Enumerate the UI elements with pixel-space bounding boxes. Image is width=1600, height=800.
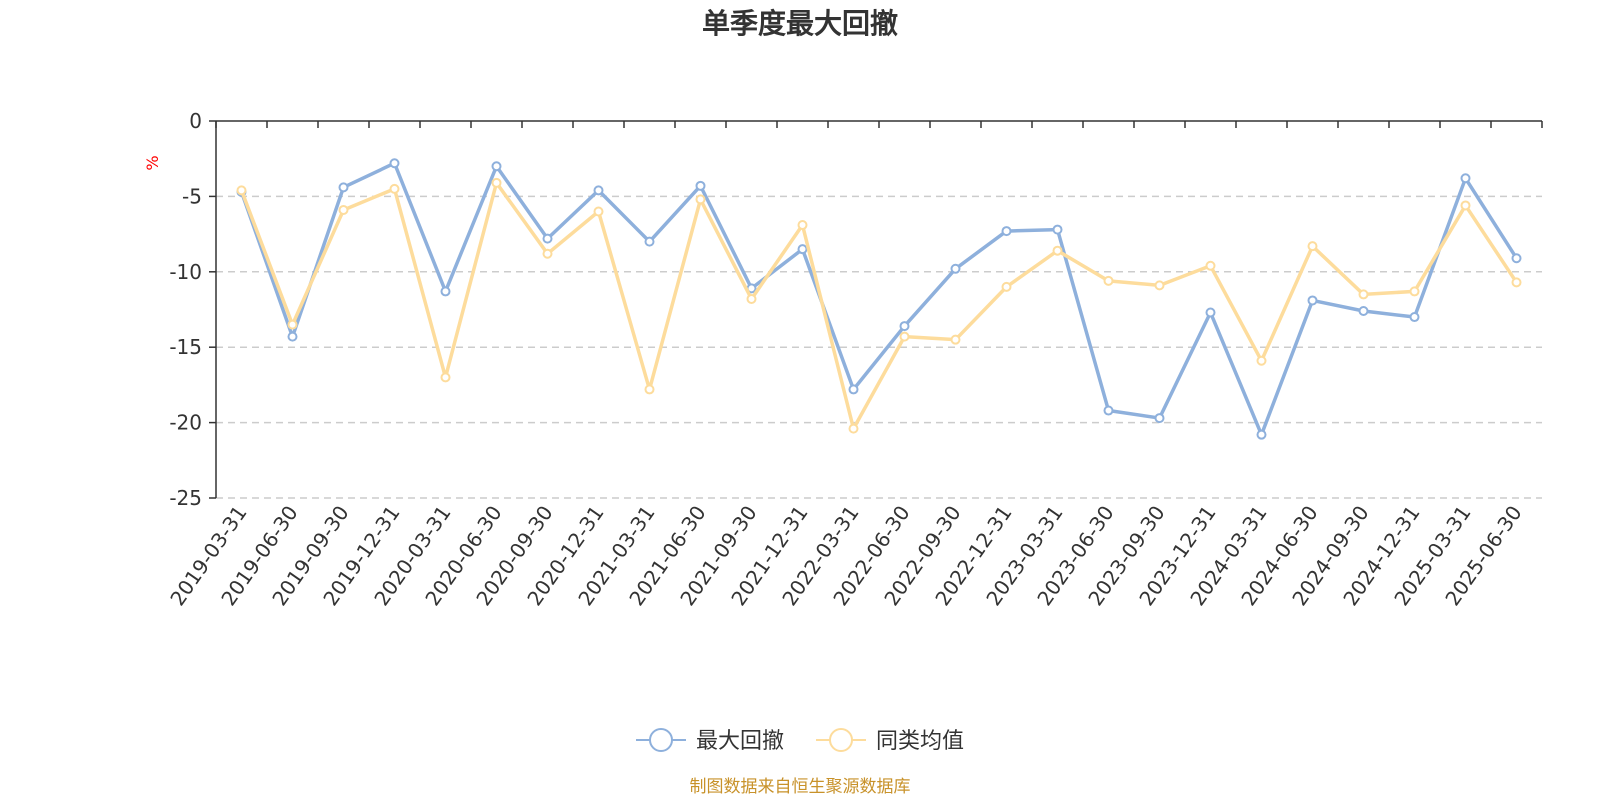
legend-item-2[interactable]: 同类均值	[816, 728, 964, 754]
chart-title: 单季度最大回撤	[702, 7, 898, 40]
series-1	[236, 158, 1522, 440]
data-point	[1103, 405, 1114, 416]
legend-label: 最大回撤	[696, 729, 784, 754]
data-point	[1460, 200, 1471, 211]
y-axis-unit: %	[143, 155, 162, 170]
data-point	[950, 334, 961, 345]
y-tick-label: -10	[169, 260, 202, 284]
data-point	[491, 177, 502, 188]
legend-marker	[649, 728, 673, 752]
data-point	[950, 263, 961, 274]
y-tick-label: -15	[169, 335, 202, 359]
y-tick-label: -20	[169, 411, 202, 435]
series-line	[239, 161, 1518, 437]
data-point	[389, 158, 400, 169]
legend-marker	[829, 728, 853, 752]
data-point	[1052, 224, 1063, 235]
data-point	[236, 185, 247, 196]
data-point	[1409, 286, 1420, 297]
data-point	[1001, 281, 1012, 292]
data-point	[338, 204, 349, 215]
y-tick-label: 0	[189, 109, 202, 133]
grid-lines	[216, 195, 1542, 499]
data-point	[593, 206, 604, 217]
data-point	[1307, 295, 1318, 306]
series-group	[236, 158, 1522, 440]
data-point	[1052, 245, 1063, 256]
data-point	[440, 372, 451, 383]
data-point	[287, 319, 298, 330]
data-point	[440, 286, 451, 297]
y-tick-label: -25	[169, 486, 202, 510]
series-line	[239, 181, 1518, 431]
data-point	[848, 423, 859, 434]
legend-label: 同类均值	[876, 729, 964, 754]
data-point	[1511, 277, 1522, 288]
data-point	[797, 244, 808, 255]
source-note: 制图数据来自恒生聚源数据库	[690, 777, 911, 797]
data-point	[1205, 307, 1216, 318]
data-point	[644, 384, 655, 395]
data-point	[1358, 306, 1369, 317]
data-point	[287, 331, 298, 342]
data-point	[1103, 275, 1114, 286]
data-point	[1358, 289, 1369, 300]
data-point	[1256, 429, 1267, 440]
data-point	[746, 293, 757, 304]
data-point	[1154, 280, 1165, 291]
data-point	[1460, 173, 1471, 184]
data-point	[695, 180, 706, 191]
data-point	[899, 331, 910, 342]
data-point	[1409, 312, 1420, 323]
data-point	[899, 321, 910, 332]
data-point	[389, 183, 400, 194]
data-point	[1001, 226, 1012, 237]
data-point	[695, 194, 706, 205]
data-point	[1256, 355, 1267, 366]
axes	[215, 120, 1542, 498]
data-point	[491, 161, 502, 172]
data-point	[1205, 260, 1216, 271]
x-axis-ticks: 2019-03-312019-06-302019-09-302019-12-31…	[165, 121, 1543, 610]
series-2	[236, 177, 1522, 434]
data-point	[644, 236, 655, 247]
data-point	[593, 185, 604, 196]
legend[interactable]: 最大回撤 同类均值	[636, 728, 964, 754]
data-point	[542, 233, 553, 244]
data-point	[1154, 413, 1165, 424]
data-point	[1511, 253, 1522, 264]
data-point	[1307, 241, 1318, 252]
legend-item-1[interactable]: 最大回撤	[636, 728, 784, 754]
data-point	[797, 220, 808, 231]
data-point	[848, 384, 859, 395]
data-point	[542, 248, 553, 259]
y-tick-label: -5	[182, 184, 202, 208]
y-axis-ticks: 0 -5 -10 -15 -20 -25	[169, 109, 216, 510]
data-point	[338, 182, 349, 193]
